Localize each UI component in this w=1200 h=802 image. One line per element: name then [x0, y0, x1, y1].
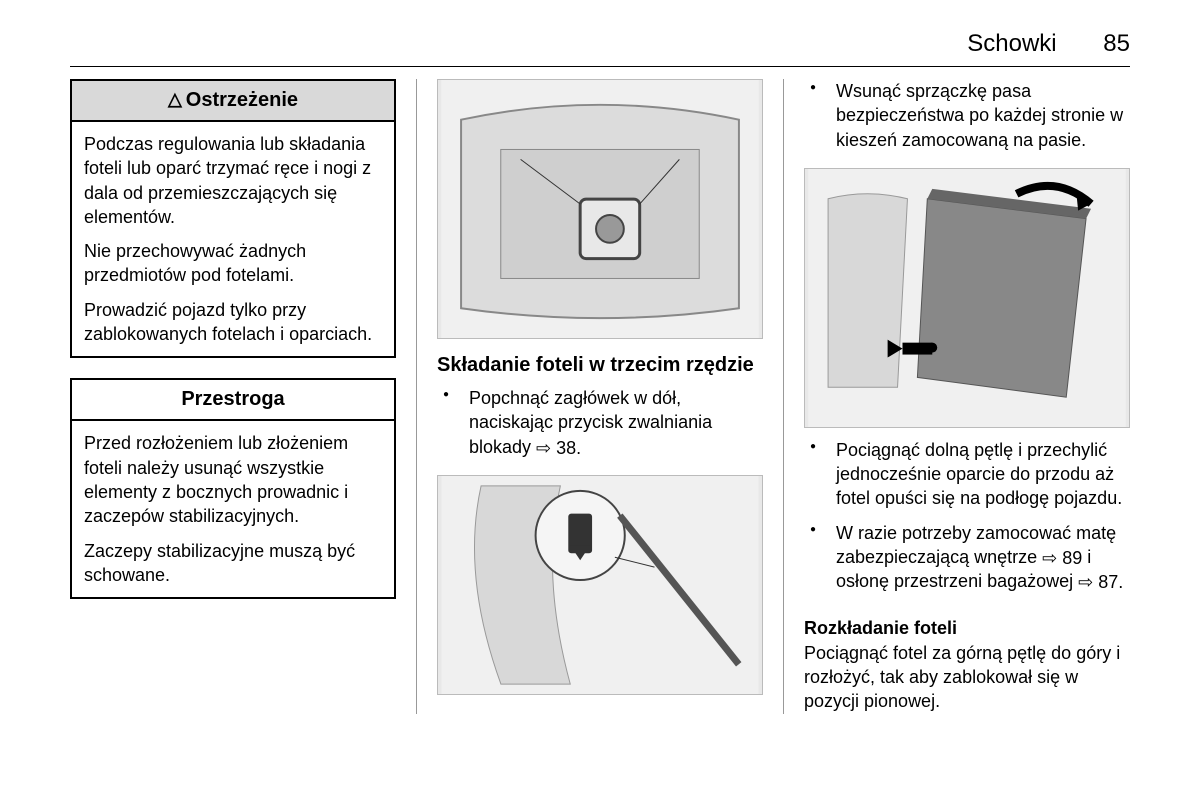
illustration-trunk-release — [437, 79, 763, 339]
page-number: 85 — [1103, 30, 1130, 58]
column-separator-2 — [783, 79, 784, 714]
warning-p3: Prowadzić pojazd tylko przy zablokowanyc… — [84, 298, 382, 347]
seat-fold-illustration-svg — [805, 169, 1129, 427]
page-ref-38: ⇨ 38. — [536, 436, 581, 460]
left-column: △Ostrzeżenie Podczas regulowania lub skł… — [70, 79, 396, 714]
right-bullet-2: Pociągnąć dolną pętlę i przechylić jedno… — [804, 438, 1130, 511]
page-ref-87: ⇨ 87. — [1078, 570, 1123, 594]
right-bullet-1: Wsunąć sprzączkę pasa bezpieczeństwa po … — [804, 79, 1130, 152]
trunk-illustration-svg — [438, 80, 762, 338]
three-column-layout: △Ostrzeżenie Podczas regulowania lub skł… — [70, 79, 1130, 714]
mid-bullet-1-text: Popchnąć zagłówek w dół, naciskając przy… — [469, 388, 712, 457]
illustration-seat-fold-loop — [804, 168, 1130, 428]
page-ref-89: ⇨ 89 — [1042, 546, 1082, 570]
warning-body: Podczas regulowania lub składania foteli… — [72, 122, 394, 356]
column-separator-1 — [416, 79, 417, 714]
warning-p2: Nie przechowywać żadnych przedmiotów pod… — [84, 239, 382, 288]
right-column: Wsunąć sprzączkę pasa bezpieczeństwa po … — [804, 79, 1130, 714]
right-bullet-list-2: Pociągnąć dolną pętlę i przechylić jedno… — [804, 438, 1130, 604]
mid-bullet-1: Popchnąć zagłówek w dół, naciskając przy… — [437, 386, 763, 459]
warning-title-text: Ostrzeżenie — [186, 89, 298, 111]
warning-box: △Ostrzeżenie Podczas regulowania lub skł… — [70, 79, 396, 358]
page-header: Schowki 85 — [70, 30, 1130, 67]
middle-column: Składanie foteli w trzecim rzędzie Popch… — [437, 79, 763, 714]
caution-title-bar: Przestroga — [72, 380, 394, 421]
caution-box: Przestroga Przed rozłożeniem lub złożeni… — [70, 378, 396, 599]
subheading-unfold: Rozkładanie foteli — [804, 618, 1130, 639]
caution-body: Przed rozłożeniem lub złożeniem foteli n… — [72, 421, 394, 597]
right-bullet-list-1: Wsunąć sprzączkę pasa bezpieczeństwa po … — [804, 79, 1130, 162]
caution-p1: Przed rozłożeniem lub złożeniem foteli n… — [84, 431, 382, 528]
manual-page: Schowki 85 △Ostrzeżenie Podczas regulowa… — [0, 0, 1200, 744]
warning-title-bar: △Ostrzeżenie — [72, 81, 394, 122]
right-bullet-3: W razie potrzeby zamocować matę zabezpie… — [804, 521, 1130, 594]
warning-p1: Podczas regulowania lub składania foteli… — [84, 132, 382, 229]
warning-triangle-icon: △ — [168, 89, 182, 109]
section-heading-fold-third-row: Składanie foteli w trzecim rzędzie — [437, 353, 763, 378]
section-title: Schowki — [967, 30, 1056, 57]
caution-title-text: Przestroga — [181, 388, 284, 410]
illustration-seatbelt-buckle — [437, 475, 763, 695]
unfold-paragraph: Pociągnąć fotel za górną pętlę do góry i… — [804, 641, 1130, 714]
seatbelt-illustration-svg — [438, 476, 762, 694]
mid-bullet-list: Popchnąć zagłówek w dół, naciskając przy… — [437, 386, 763, 469]
caution-p2: Zaczepy stabilizacyjne muszą być schowan… — [84, 539, 382, 588]
